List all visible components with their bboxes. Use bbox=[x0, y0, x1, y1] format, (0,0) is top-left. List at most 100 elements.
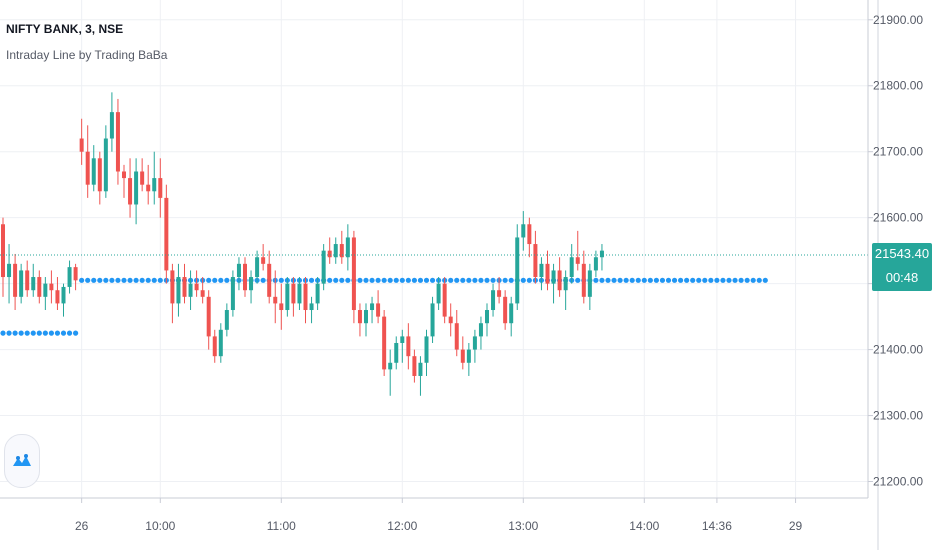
candle bbox=[321, 244, 326, 291]
intraday-dot bbox=[429, 277, 436, 283]
candle bbox=[249, 270, 254, 304]
candle bbox=[206, 290, 211, 350]
intraday-dot bbox=[690, 277, 696, 283]
intraday-dot bbox=[109, 277, 115, 283]
candle bbox=[7, 244, 12, 304]
intraday-dot bbox=[744, 277, 750, 283]
candle bbox=[212, 329, 217, 363]
intraday-dot bbox=[472, 277, 478, 283]
intraday-dot bbox=[345, 277, 351, 283]
intraday-dot bbox=[115, 277, 121, 283]
candle bbox=[581, 250, 586, 304]
intraday-dot bbox=[133, 277, 139, 283]
intraday-dot bbox=[387, 277, 393, 283]
tradingview-logo-icon bbox=[13, 454, 31, 466]
y-tick-label: 21200.00 bbox=[873, 475, 923, 489]
y-tick-label: 21700.00 bbox=[873, 145, 923, 159]
candle bbox=[388, 349, 393, 396]
candle bbox=[315, 277, 320, 311]
intraday-dot bbox=[91, 277, 97, 283]
tradingview-logo[interactable] bbox=[4, 434, 40, 488]
x-tick-label: 12:00 bbox=[387, 519, 417, 533]
candle bbox=[79, 118, 84, 165]
candle bbox=[85, 125, 90, 198]
candle bbox=[176, 263, 181, 317]
bar-countdown-label: 00:48 bbox=[886, 270, 919, 285]
candle bbox=[521, 211, 526, 251]
symbol-title[interactable]: NIFTY BANK, 3, NSE bbox=[6, 22, 124, 36]
candle bbox=[261, 244, 266, 271]
candle bbox=[158, 158, 163, 218]
intraday-dot bbox=[54, 330, 61, 336]
candle bbox=[279, 283, 284, 330]
candle bbox=[382, 310, 387, 376]
intraday-dot bbox=[60, 330, 67, 336]
candle bbox=[140, 158, 145, 192]
intraday-dot bbox=[647, 277, 653, 283]
intraday-dot bbox=[490, 277, 496, 283]
y-tick-label: 21600.00 bbox=[873, 211, 923, 225]
candle bbox=[255, 250, 260, 284]
intraday-dot bbox=[145, 277, 151, 283]
candle bbox=[364, 303, 368, 337]
intraday-dot bbox=[36, 330, 42, 336]
intraday-dot bbox=[405, 277, 411, 283]
intraday-dot bbox=[575, 277, 581, 283]
intraday-dot bbox=[369, 277, 375, 283]
intraday-dot bbox=[97, 277, 103, 283]
intraday-dot bbox=[738, 277, 744, 283]
candle bbox=[55, 277, 60, 311]
candle bbox=[454, 310, 459, 357]
intraday-dot bbox=[641, 277, 647, 283]
candle bbox=[31, 263, 36, 297]
candle bbox=[509, 296, 514, 337]
candle bbox=[236, 257, 241, 291]
y-tick-label: 21400.00 bbox=[873, 343, 923, 357]
time-axis-labels: 26 10:00 11:00 12:00 13:00 14:00 14:36 29 bbox=[75, 498, 803, 533]
candle bbox=[345, 224, 350, 271]
candle bbox=[25, 260, 30, 297]
candle bbox=[599, 244, 604, 271]
candle bbox=[170, 263, 175, 324]
candle bbox=[97, 151, 102, 205]
candle bbox=[351, 230, 356, 324]
intraday-dot bbox=[139, 277, 145, 283]
candle bbox=[19, 263, 24, 304]
candle bbox=[194, 270, 199, 297]
intraday-dot bbox=[454, 277, 460, 283]
candle bbox=[357, 303, 362, 337]
candle bbox=[515, 224, 520, 311]
indicator-title[interactable]: Intraday Line by Trading BaBa bbox=[6, 48, 168, 62]
intraday-dot bbox=[678, 277, 684, 283]
candle bbox=[400, 329, 405, 363]
intraday-dot bbox=[308, 277, 315, 283]
candle bbox=[497, 277, 502, 304]
candle bbox=[267, 250, 272, 304]
intraday-dot bbox=[121, 277, 127, 283]
candle bbox=[61, 283, 66, 317]
chart-grid bbox=[0, 0, 868, 498]
y-tick-label: 21300.00 bbox=[873, 409, 923, 423]
intraday-dot bbox=[411, 277, 417, 283]
intraday-dot bbox=[85, 277, 91, 283]
candle bbox=[394, 336, 399, 370]
intraday-dot bbox=[665, 277, 672, 283]
candle bbox=[103, 125, 108, 198]
intraday-dot bbox=[708, 277, 714, 283]
candles bbox=[1, 92, 604, 396]
candle bbox=[122, 164, 126, 198]
candle bbox=[188, 270, 193, 311]
intraday-dot bbox=[399, 277, 405, 283]
intraday-dot bbox=[762, 277, 768, 283]
intraday-dot bbox=[684, 277, 690, 283]
intraday-dot bbox=[18, 330, 24, 336]
candle bbox=[43, 277, 48, 311]
candle bbox=[503, 290, 508, 330]
candle bbox=[460, 336, 465, 370]
intraday-dot bbox=[417, 277, 424, 283]
candle bbox=[67, 260, 72, 294]
intraday-dot bbox=[702, 277, 708, 283]
intraday-dot bbox=[6, 330, 12, 336]
intraday-dot bbox=[502, 277, 508, 283]
